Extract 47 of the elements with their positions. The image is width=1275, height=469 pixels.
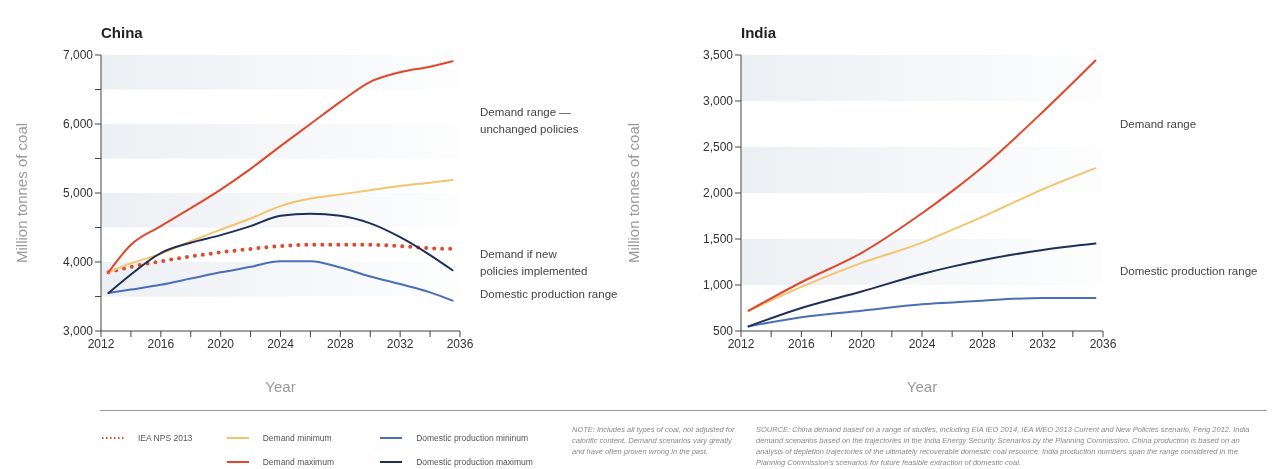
text: Domestic production range xyxy=(1120,264,1259,279)
legend-label: Demand minimum xyxy=(262,433,332,443)
y-tick-label: 5,000 xyxy=(62,186,94,201)
line-series xyxy=(107,178,454,274)
y-tick-label: 3,000 xyxy=(702,94,734,109)
y-tick-label: 2,500 xyxy=(702,140,734,155)
x-axis-title: Year xyxy=(265,378,296,395)
line-series xyxy=(747,59,1097,312)
y-tick-label: 1,000 xyxy=(702,278,734,293)
legend-label: IEA NPS 2013 xyxy=(138,433,193,443)
x-tick-label: 2032 xyxy=(386,336,414,351)
x-tick-label: 2020 xyxy=(207,336,235,351)
line-series xyxy=(747,242,1097,328)
line-series xyxy=(107,212,454,295)
y-tick-label: 7,000 xyxy=(62,48,94,63)
y-tick-label: 500 xyxy=(712,324,734,339)
y-tick-label: 3,000 xyxy=(62,324,94,339)
chart-title: China xyxy=(101,24,143,41)
y-axis-title: Million tonnes of coal xyxy=(625,122,643,263)
x-tick-label: 2028 xyxy=(968,336,996,351)
text: Demand if new policies implemented xyxy=(480,247,589,279)
y-tick-label: 6,000 xyxy=(62,117,94,132)
y-axis-title: Million tonnes of coal xyxy=(13,122,31,263)
text: Demand range xyxy=(1120,117,1198,132)
y-tick-label: 4,000 xyxy=(62,255,94,270)
x-tick-label: 2016 xyxy=(147,336,175,351)
chart-title: India xyxy=(741,24,777,41)
x-tick-label: 2028 xyxy=(326,336,354,351)
x-tick-label: 2020 xyxy=(848,336,876,351)
legend-label: Domestic production maximum xyxy=(416,457,533,467)
x-tick-label: 2024 xyxy=(908,336,936,351)
legend-label: Demand maximum xyxy=(262,457,335,467)
x-tick-label: 2016 xyxy=(787,336,815,351)
text: Demand range — unchanged policies xyxy=(480,105,580,137)
line-series xyxy=(107,260,454,302)
x-tick-label: 2032 xyxy=(1029,336,1057,351)
x-tick-label: 2012 xyxy=(727,336,755,351)
y-tick-label: 1,500 xyxy=(702,232,734,247)
x-axis-title: Year xyxy=(906,378,938,395)
x-tick-label: 2036 xyxy=(446,336,474,351)
y-tick-label: 3,500 xyxy=(702,48,734,63)
x-tick-label: 2024 xyxy=(267,336,295,351)
y-tick-label: 2,000 xyxy=(702,186,734,201)
x-tick-label: 2036 xyxy=(1089,336,1117,351)
text: Domestic production range xyxy=(480,287,619,302)
x-tick-label: 2012 xyxy=(87,336,115,351)
legend-label: Domestic production mininum xyxy=(416,433,529,443)
